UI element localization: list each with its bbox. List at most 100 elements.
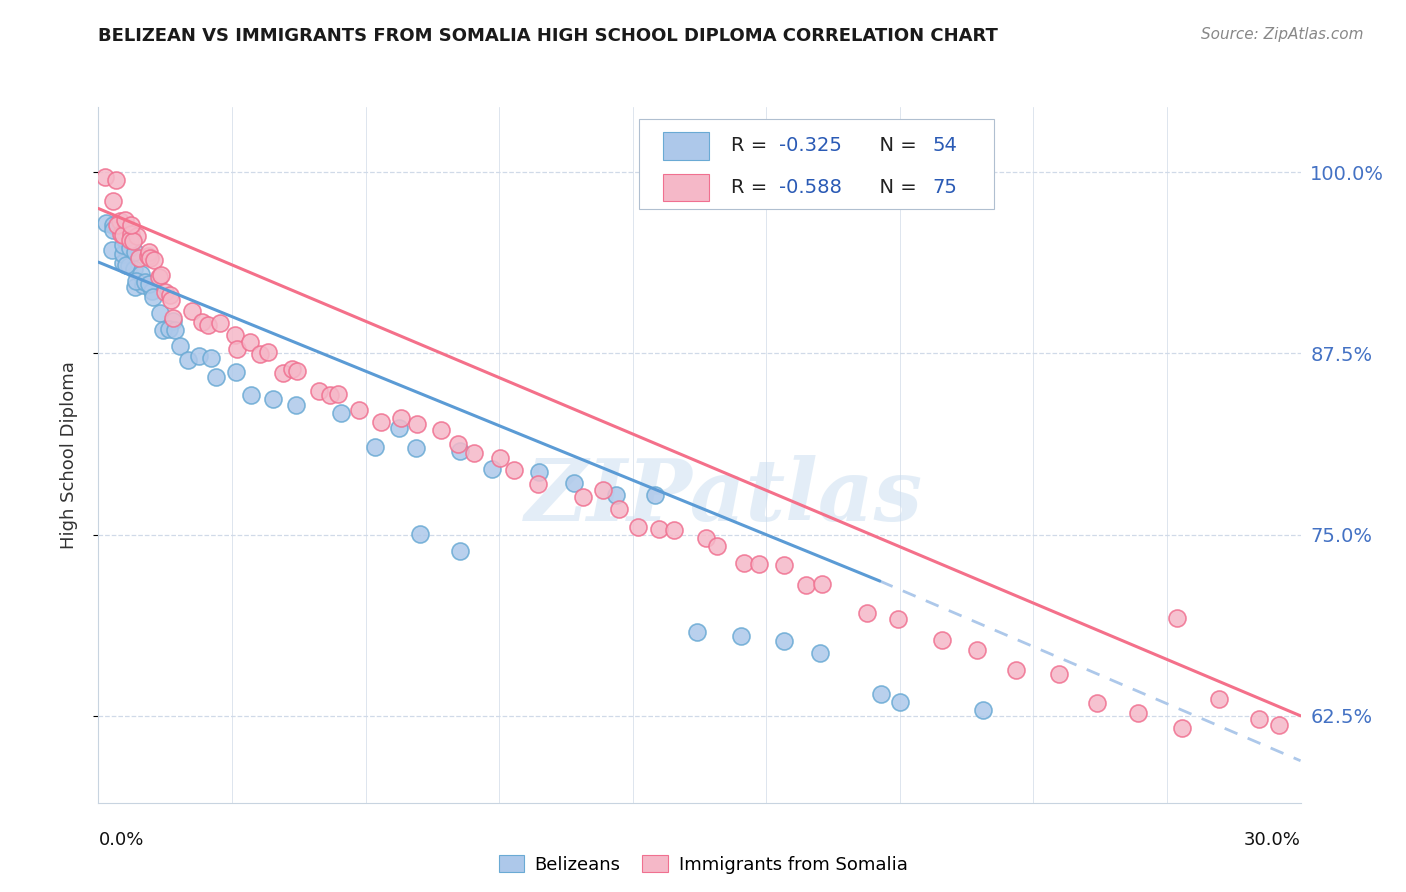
Point <box>405 442 427 456</box>
Point <box>239 334 262 349</box>
Point <box>370 415 392 429</box>
Point <box>142 290 165 304</box>
Point <box>285 364 308 378</box>
Point <box>118 259 141 273</box>
Point <box>889 695 911 709</box>
Point <box>162 314 184 328</box>
Point <box>162 311 184 326</box>
Point <box>240 388 263 402</box>
Point <box>627 520 650 534</box>
Point <box>503 463 526 477</box>
Point <box>430 423 453 437</box>
Point <box>224 328 246 343</box>
Point <box>856 607 879 621</box>
Text: ZIPatlas: ZIPatlas <box>524 455 922 539</box>
Point <box>811 576 834 591</box>
Point <box>163 323 186 337</box>
Point <box>132 277 155 292</box>
Point <box>748 557 770 571</box>
Point <box>808 647 831 661</box>
Point <box>318 388 340 402</box>
Point <box>389 411 412 425</box>
Point <box>326 387 349 401</box>
Point <box>136 249 159 263</box>
Point <box>931 633 953 648</box>
Point <box>733 556 755 570</box>
Text: 54: 54 <box>932 136 957 155</box>
Point <box>114 213 136 227</box>
Point <box>93 169 115 184</box>
Point <box>285 398 308 412</box>
Point <box>107 219 129 233</box>
Point <box>886 612 908 626</box>
Point <box>449 544 471 558</box>
Point <box>169 339 191 353</box>
Point <box>149 268 172 282</box>
Point <box>152 323 174 337</box>
Point <box>114 233 136 247</box>
Point <box>409 526 432 541</box>
Text: 75: 75 <box>932 178 957 197</box>
Point <box>120 241 142 255</box>
Point <box>122 261 145 276</box>
Point <box>94 215 117 229</box>
Point <box>225 365 247 379</box>
Point <box>108 214 131 228</box>
Point <box>226 342 249 356</box>
Point <box>128 251 150 265</box>
Point <box>592 483 614 497</box>
Point <box>125 275 148 289</box>
Point <box>1126 706 1149 720</box>
Point <box>124 245 146 260</box>
Point <box>364 440 387 454</box>
Point <box>180 303 202 318</box>
Point <box>125 229 148 244</box>
Point <box>115 258 138 272</box>
Point <box>271 366 294 380</box>
Text: N =: N = <box>866 178 922 197</box>
Point <box>120 218 142 232</box>
Point <box>308 384 330 399</box>
Point <box>1166 611 1188 625</box>
Point <box>1208 692 1230 706</box>
Point <box>527 476 550 491</box>
Point <box>101 223 124 237</box>
Point <box>112 237 135 252</box>
Point <box>101 243 124 257</box>
Point <box>159 288 181 302</box>
Point <box>122 234 145 248</box>
Point <box>149 306 172 320</box>
Text: -0.325: -0.325 <box>779 136 842 155</box>
Point <box>112 227 135 242</box>
Point <box>1170 721 1192 735</box>
Point <box>101 194 124 208</box>
Point <box>1247 711 1270 725</box>
Point <box>157 321 180 335</box>
Point <box>191 315 214 329</box>
Point <box>527 465 550 479</box>
Point <box>489 450 512 465</box>
Point <box>730 629 752 643</box>
Point <box>249 347 271 361</box>
Point <box>481 462 503 476</box>
Point <box>772 558 794 573</box>
Y-axis label: High School Diploma: High School Diploma <box>59 361 77 549</box>
Point <box>773 634 796 648</box>
Text: R =: R = <box>731 136 773 155</box>
Point <box>262 392 284 407</box>
Point <box>138 251 160 265</box>
Point <box>148 270 170 285</box>
Point <box>794 578 817 592</box>
Text: -0.588: -0.588 <box>779 178 842 197</box>
Text: N =: N = <box>866 136 922 155</box>
Point <box>562 476 585 491</box>
Point <box>110 227 132 241</box>
Point <box>200 351 222 366</box>
Point <box>1085 696 1108 710</box>
Point <box>463 445 485 459</box>
Point <box>662 524 685 538</box>
Point <box>205 369 228 384</box>
Point <box>388 421 411 435</box>
Legend: Belizeans, Immigrants from Somalia: Belizeans, Immigrants from Somalia <box>489 847 917 883</box>
Point <box>447 437 470 451</box>
